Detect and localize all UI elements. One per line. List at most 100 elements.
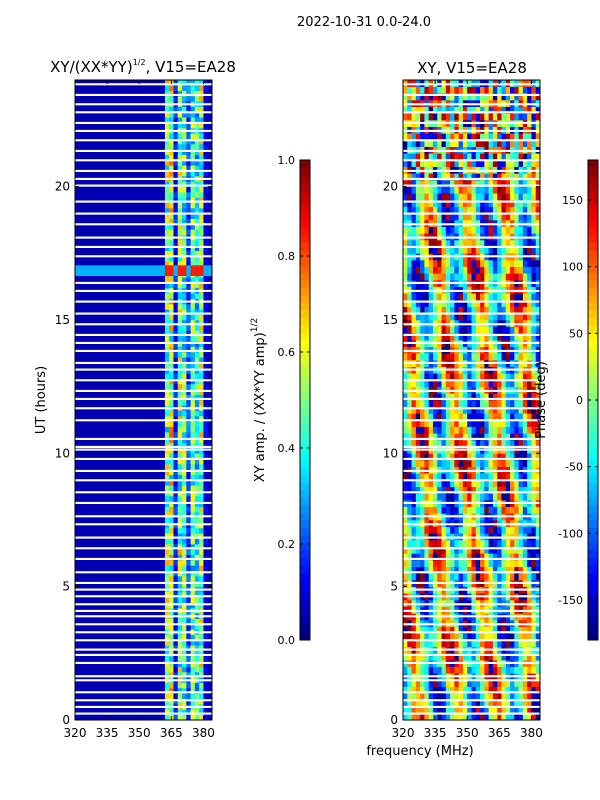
phase-cell xyxy=(403,526,408,534)
phase-cell xyxy=(415,526,421,534)
amp-cell xyxy=(199,682,204,689)
phase-cell xyxy=(501,140,507,147)
amp-cell xyxy=(182,282,187,289)
phase-cell xyxy=(531,573,537,581)
phase-cell xyxy=(484,566,489,574)
amp-cell xyxy=(177,213,183,219)
amp-cell xyxy=(190,501,196,507)
amp-cell xyxy=(164,112,170,118)
phase-cell xyxy=(497,540,502,547)
amp-cell xyxy=(190,218,196,225)
phase-cell xyxy=(441,193,447,201)
phase-cell xyxy=(505,300,511,307)
amp-cell xyxy=(199,506,204,513)
amp-cell xyxy=(160,229,166,235)
phase-cell xyxy=(480,713,485,721)
phase-cell xyxy=(497,526,502,534)
amp-cell xyxy=(182,245,187,251)
flagged-row xyxy=(403,501,540,504)
phase-cell xyxy=(437,213,442,221)
phase-cell xyxy=(450,193,455,201)
phase-cell xyxy=(458,640,464,647)
phase-cell xyxy=(531,413,537,421)
colorbar-swatch xyxy=(588,482,598,491)
phase-cell xyxy=(420,540,425,547)
phase-cell xyxy=(480,400,485,407)
amp-cell xyxy=(177,85,183,91)
amp-cell xyxy=(173,682,179,689)
amp-cell xyxy=(203,341,209,347)
phase-cell xyxy=(501,86,507,94)
phase-cell xyxy=(428,546,434,554)
amp-cell xyxy=(199,229,204,235)
phase-cell xyxy=(480,206,485,214)
y-tick-label: 5 xyxy=(62,580,70,594)
amp-cell xyxy=(177,618,183,625)
phase-cell xyxy=(411,460,417,467)
phase-cell xyxy=(441,506,447,514)
phase-cell xyxy=(454,653,459,661)
phase-cell xyxy=(445,440,451,447)
amp-cell xyxy=(169,528,174,534)
amp-cell xyxy=(186,314,191,321)
phase-cell xyxy=(510,173,515,181)
amp-cell xyxy=(199,570,204,577)
phase-cell xyxy=(403,666,408,674)
amp-cell xyxy=(182,378,187,385)
phase-cell xyxy=(424,480,429,487)
amp-cell xyxy=(190,650,196,657)
flagged-row xyxy=(403,705,540,708)
amp-cell xyxy=(182,469,187,475)
amp-cell xyxy=(194,432,200,438)
phase-cell xyxy=(535,393,541,401)
amp-cell xyxy=(194,138,200,145)
phase-cell xyxy=(462,693,468,701)
phase-cell xyxy=(471,140,477,147)
phase-cell xyxy=(501,113,507,121)
phase-cell xyxy=(420,486,425,494)
amp-cell xyxy=(182,202,187,209)
flagged-row xyxy=(403,111,540,114)
phase-cell xyxy=(437,393,442,401)
amp-cell xyxy=(199,181,204,187)
amp-cell xyxy=(177,90,183,97)
amp-cell xyxy=(182,592,187,598)
phase-cell xyxy=(475,666,481,674)
phase-cell xyxy=(411,640,417,647)
phase-cell xyxy=(480,706,485,714)
phase-cell xyxy=(454,460,459,467)
phase-cell xyxy=(475,193,481,201)
amp-cell xyxy=(194,325,200,331)
phase-cell xyxy=(432,626,438,634)
phase-cell xyxy=(441,153,447,161)
amp-cell xyxy=(194,602,200,609)
flagged-row xyxy=(75,547,212,550)
flagged-row xyxy=(403,333,540,336)
phase-cell xyxy=(492,353,498,361)
phase-cell xyxy=(527,193,532,201)
phase-cell xyxy=(492,306,498,314)
phase-cell xyxy=(420,693,425,701)
phase-cell xyxy=(535,460,541,467)
phase-cell xyxy=(450,480,455,487)
phase-cell xyxy=(497,313,502,321)
amp-cell xyxy=(199,661,204,667)
phase-cell xyxy=(518,640,524,647)
colorbar-swatch xyxy=(300,332,310,341)
phase-cell xyxy=(518,546,524,554)
phase-cell xyxy=(467,406,472,414)
flagged-row xyxy=(75,111,212,114)
phase-cell xyxy=(475,353,481,361)
amp-cell xyxy=(177,528,183,534)
phase-cell xyxy=(428,353,434,361)
phase-cell xyxy=(510,140,515,147)
flagged-row xyxy=(75,139,212,142)
amp-cell xyxy=(199,640,204,646)
amp-cell xyxy=(199,421,204,427)
phase-cell xyxy=(441,213,447,221)
amp-cell xyxy=(169,197,174,203)
phase-cell xyxy=(492,700,498,707)
colorbar-swatch xyxy=(588,437,598,446)
phase-cell xyxy=(467,686,472,694)
phase-cell xyxy=(510,486,515,494)
